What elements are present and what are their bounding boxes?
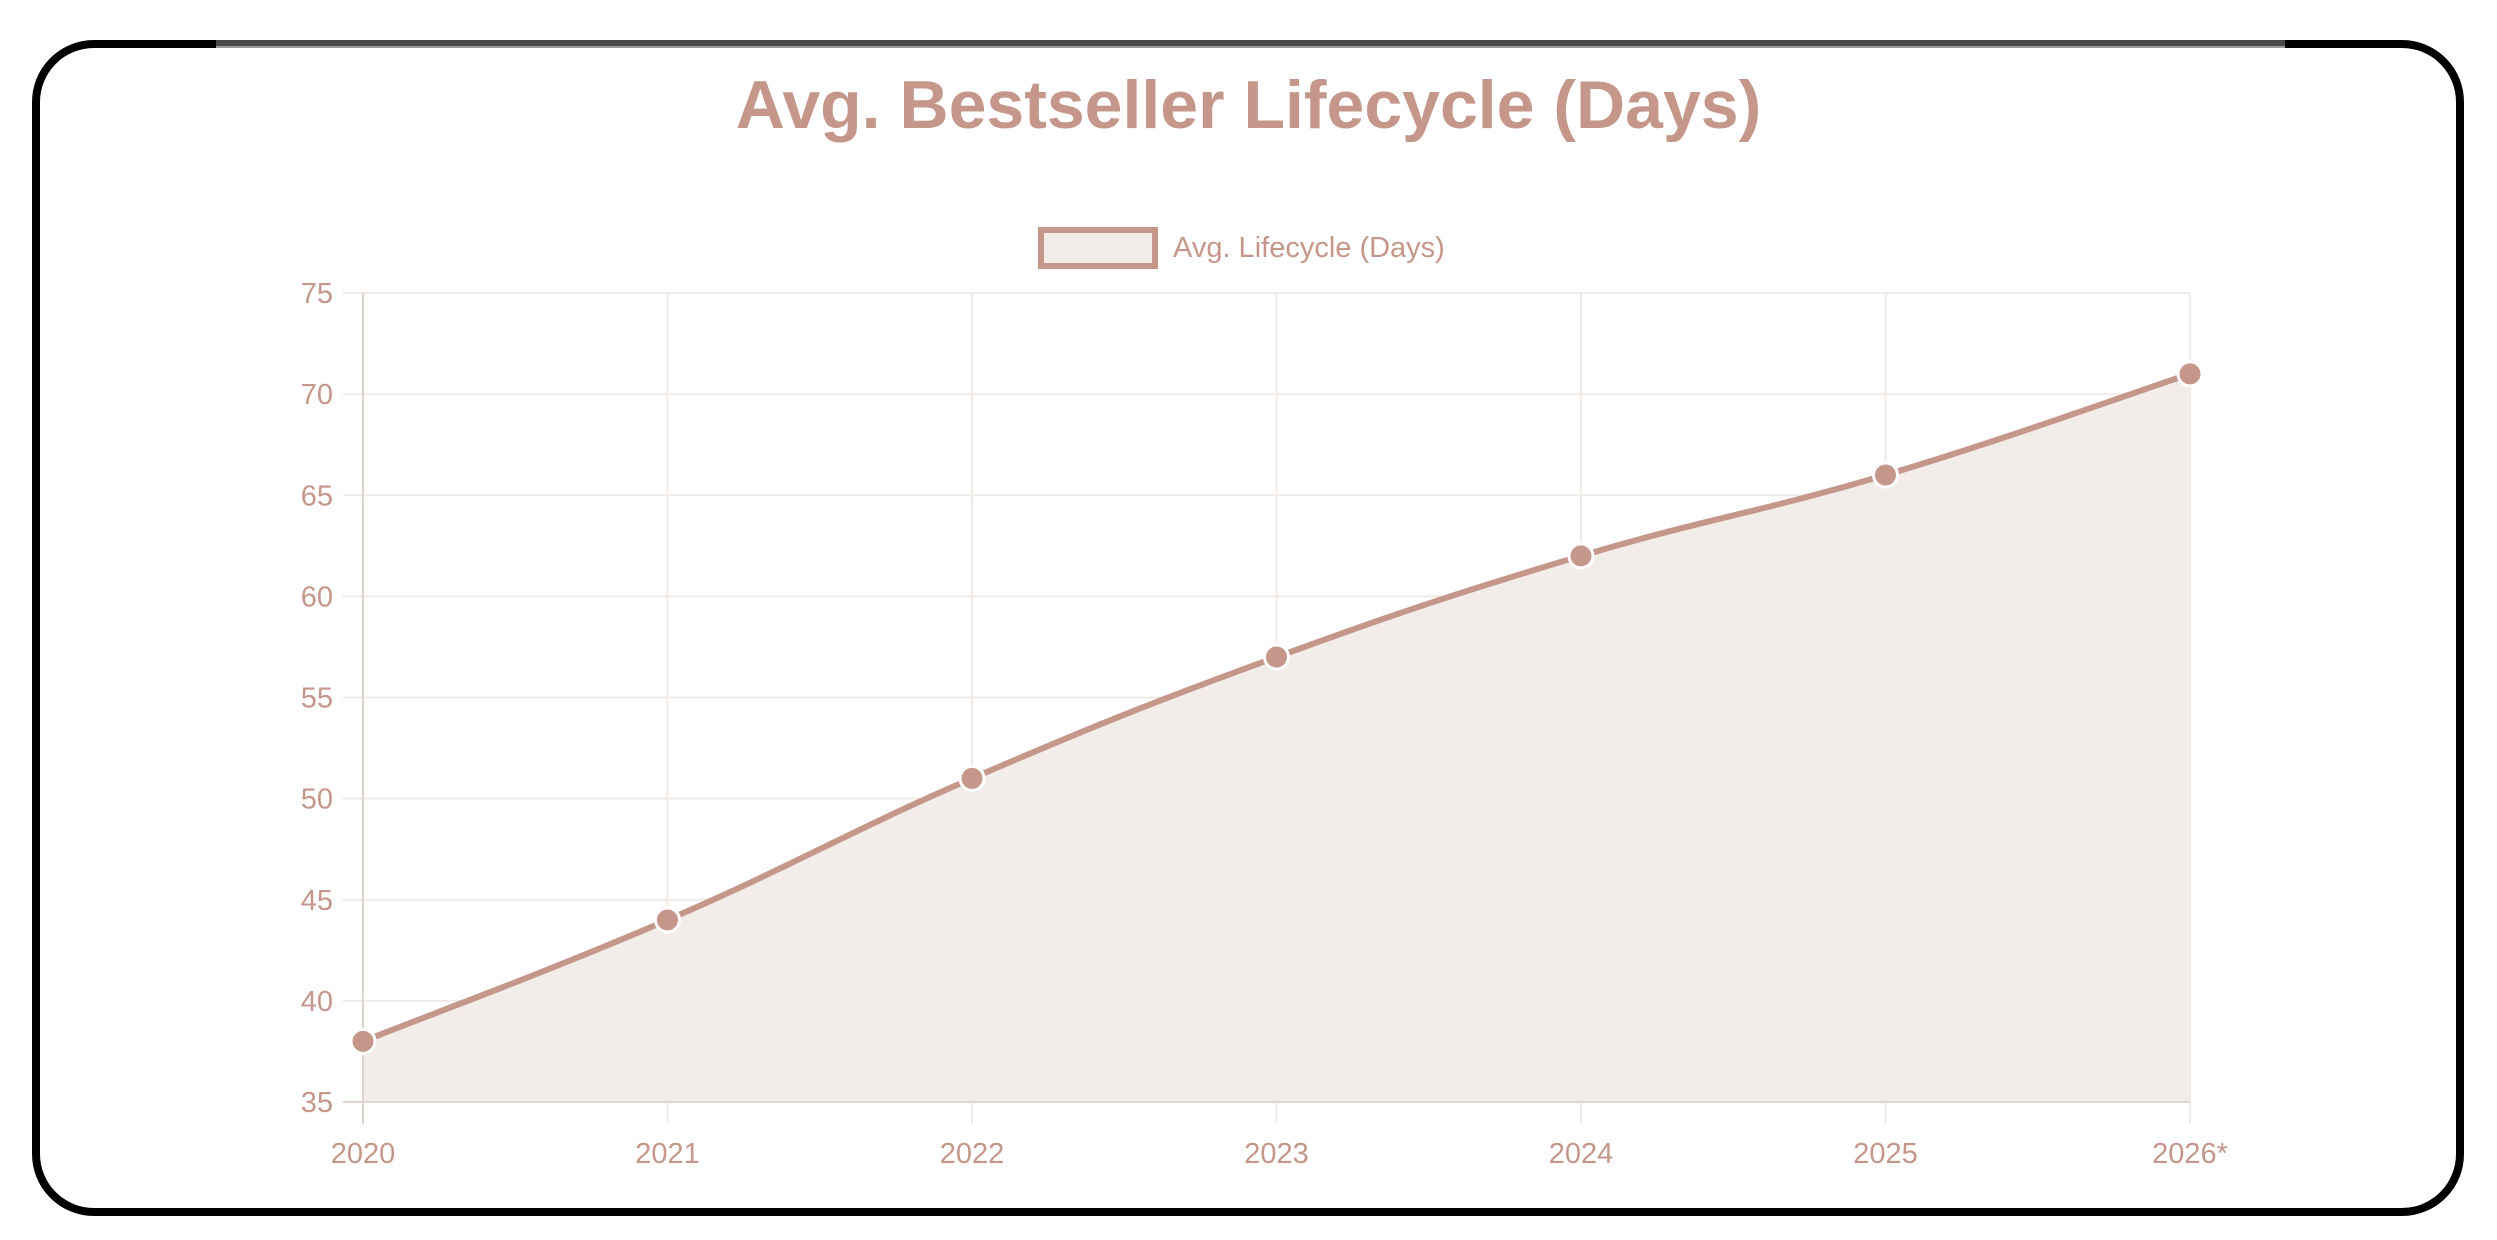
y-tick-label: 70 <box>301 379 333 411</box>
x-tick-label: 2022 <box>940 1138 1005 1170</box>
legend-item[interactable]: Avg. Lifecycle (Days) <box>1038 226 1445 270</box>
x-tick-label: 2023 <box>1244 1138 1309 1170</box>
data-point[interactable] <box>1872 461 1899 489</box>
area-fill <box>363 373 2190 1102</box>
legend-label: Avg. Lifecycle (Days) <box>1173 231 1445 264</box>
y-tick-label: 65 <box>301 480 333 512</box>
y-tick-label: 75 <box>301 278 333 310</box>
area-path <box>363 373 2190 1102</box>
y-axis-ticks: 35 40 45 50 55 60 65 70 75 <box>301 278 333 1119</box>
data-points <box>349 360 2204 1055</box>
frame-top-highlight-line <box>216 46 2285 48</box>
x-tick-label: 2021 <box>635 1138 700 1170</box>
data-point[interactable] <box>1567 542 1595 570</box>
frame-top-highlight <box>216 40 2285 46</box>
x-tick-label: 2020 <box>331 1138 396 1170</box>
y-tick-label: 60 <box>301 581 333 613</box>
y-tick-label: 45 <box>301 885 333 917</box>
x-axis-ticks: 2020 2021 2022 2023 2024 2025 2026* <box>331 1138 2228 1170</box>
y-tick-label: 50 <box>301 784 333 816</box>
axes <box>343 293 2190 1124</box>
x-tick-label: 2026* <box>2152 1138 2228 1170</box>
x-tick-label: 2024 <box>1549 1138 1614 1170</box>
y-tick-label: 35 <box>301 1087 333 1119</box>
x-tick-label: 2025 <box>1853 1138 1918 1170</box>
data-point[interactable] <box>654 906 681 934</box>
data-point[interactable] <box>1263 643 1290 671</box>
legend-swatch-icon <box>1038 227 1158 269</box>
data-point[interactable] <box>2176 360 2204 388</box>
chart-title: Avg. Bestseller Lifecycle (Days) <box>735 67 1762 143</box>
data-point[interactable] <box>349 1027 377 1055</box>
y-tick-label: 40 <box>301 986 333 1018</box>
y-tick-label: 55 <box>301 683 333 715</box>
data-point[interactable] <box>958 764 986 792</box>
